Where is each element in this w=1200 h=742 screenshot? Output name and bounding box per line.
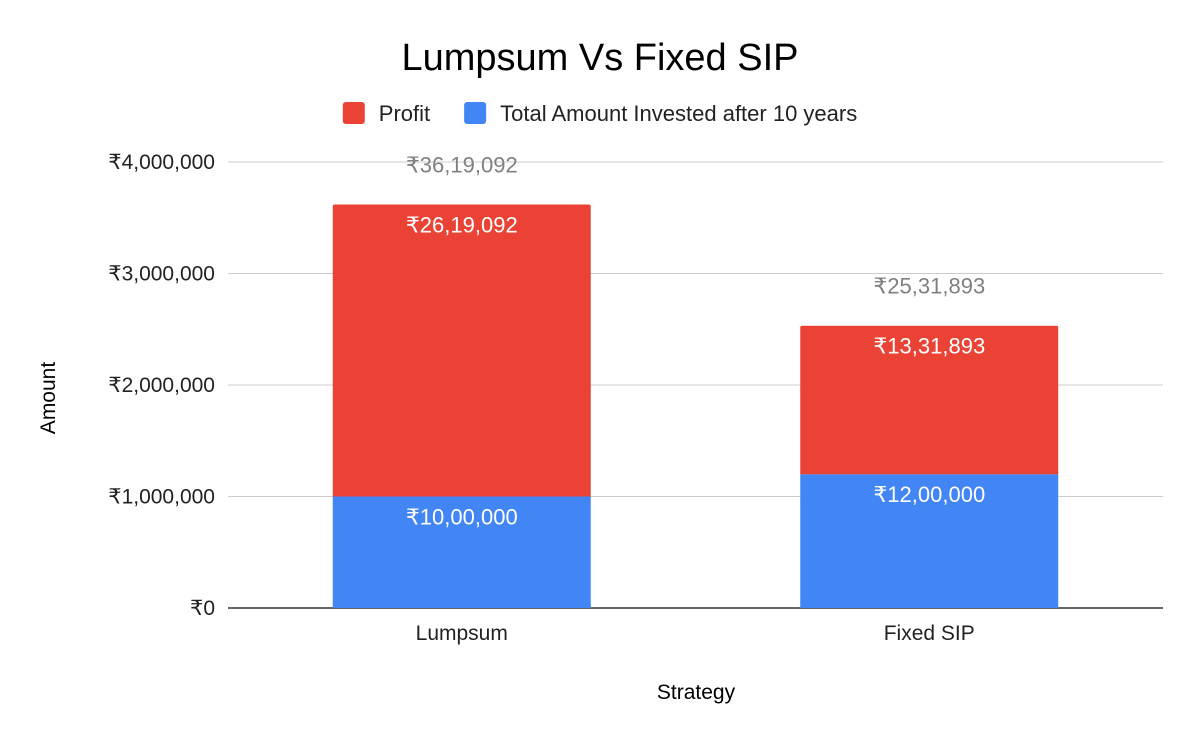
legend-swatch-invested	[464, 102, 487, 124]
y-tick-label: ₹3,000,000	[108, 263, 215, 286]
y-tick-label: ₹1,000,000	[108, 486, 215, 509]
legend-label-profit: Profit	[379, 101, 430, 126]
legend-label-invested: Total Amount Invested after 10 years	[500, 101, 857, 126]
invested-data-label: ₹10,00,000	[406, 505, 518, 530]
y-tick-label: ₹0	[190, 597, 215, 620]
bar-segment-profit	[800, 325, 1059, 475]
legend-swatch-profit	[342, 102, 365, 124]
data-labels: ₹10,00,000 ₹26,19,092 ₹36,19,092 ₹12,00,000…	[406, 152, 985, 529]
y-axis-ticks: ₹0 ₹1,000,000 ₹2,000,000 ₹3,000,000 ₹4,000,0…	[108, 151, 215, 620]
x-axis-ticks: Lumpsum Fixed SIP	[416, 622, 975, 645]
bar-segment-invested	[800, 474, 1059, 608]
bar-segment-invested	[332, 496, 591, 608]
profit-data-label: ₹26,19,092	[406, 212, 518, 237]
x-axis-title: Strategy	[657, 681, 736, 704]
y-axis-title: Amount	[37, 362, 60, 435]
total-data-label: ₹36,19,092	[406, 152, 518, 177]
bar-segment-profit	[332, 204, 591, 497]
profit-data-label: ₹13,31,893	[873, 334, 985, 359]
legend: Profit Total Amount Invested after 10 yea…	[342, 101, 857, 126]
chart-title: Lumpsum Vs Fixed SIP	[401, 37, 798, 79]
invested-data-label: ₹12,00,000	[873, 482, 985, 507]
y-tick-label: ₹2,000,000	[108, 374, 215, 397]
x-tick-label: Lumpsum	[416, 622, 508, 645]
bars	[332, 204, 1059, 608]
y-tick-label: ₹4,000,000	[108, 151, 215, 174]
x-tick-label: Fixed SIP	[884, 622, 975, 645]
total-data-label: ₹25,31,893	[873, 274, 985, 299]
